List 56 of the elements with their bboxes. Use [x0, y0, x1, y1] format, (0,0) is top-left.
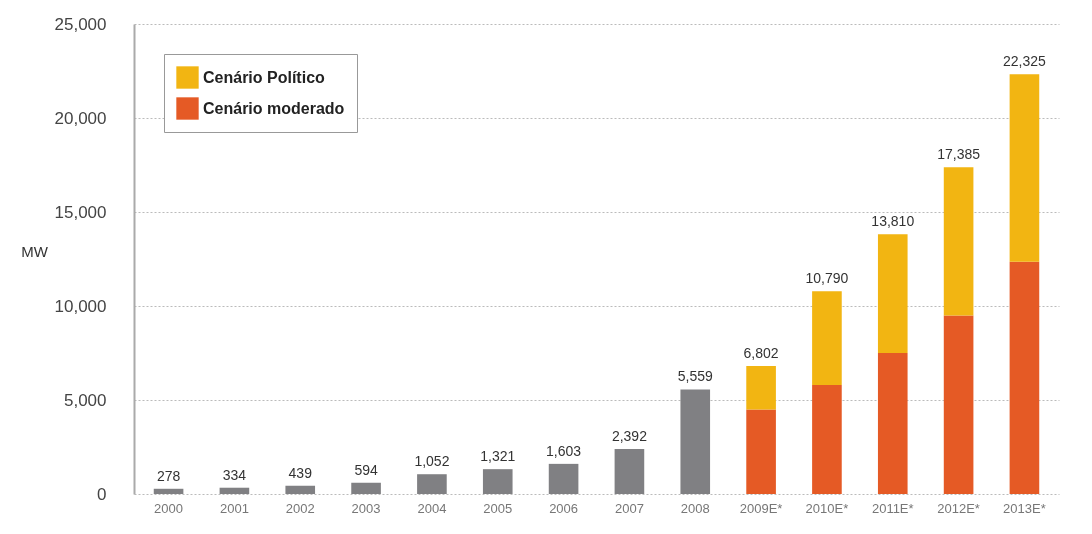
bar	[285, 485, 316, 494]
x-tick-label: 2013E*	[1003, 500, 1046, 516]
bar	[219, 487, 250, 494]
bar	[680, 389, 711, 494]
total-label: 334	[222, 466, 247, 483]
bar	[877, 353, 908, 494]
total-label: 1,052	[414, 453, 450, 470]
x-tick-label: 2002	[285, 500, 315, 516]
bar	[417, 474, 447, 494]
bar	[153, 488, 184, 494]
total-label: 1,603	[546, 442, 582, 459]
bar	[812, 291, 842, 385]
total-label: 17,385	[937, 146, 981, 163]
legend-label: Cenário moderado	[203, 99, 345, 117]
x-tick-label: 2010E*	[805, 500, 849, 516]
total-label: 10,790	[805, 270, 849, 287]
bar	[746, 366, 776, 410]
y-axis-title: MW	[21, 242, 49, 260]
y-tick-label: 0	[97, 484, 107, 504]
bar	[548, 463, 579, 494]
x-tick-label: 2006	[549, 500, 579, 516]
bar	[877, 234, 908, 353]
total-label: 6,802	[743, 345, 779, 362]
y-tick-label: 10,000	[54, 296, 107, 316]
x-tick-label: 2001	[219, 500, 249, 516]
bar	[482, 469, 513, 494]
bar	[1009, 74, 1040, 262]
y-tick-label: 5,000	[63, 390, 107, 410]
x-tick-label: 2009E*	[739, 500, 783, 516]
bar	[943, 167, 974, 316]
bar	[1009, 261, 1040, 494]
bar	[351, 482, 381, 494]
total-label: 594	[354, 461, 378, 478]
bar	[614, 449, 645, 494]
bar	[746, 409, 776, 494]
x-tick-label: 2012E*	[937, 500, 980, 516]
x-tick-label: 2004	[417, 500, 447, 516]
total-label: 2,392	[611, 428, 648, 445]
x-tick-label: 2011E*	[871, 500, 914, 516]
bar	[943, 315, 974, 494]
x-tick-label: 2005	[483, 500, 513, 516]
x-tick-label: 2008	[680, 500, 710, 516]
total-label: 278	[156, 467, 181, 484]
total-label: 22,325	[1003, 53, 1047, 70]
total-label: 5,559	[677, 368, 713, 385]
bar	[812, 384, 842, 494]
total-label: 1,321	[480, 448, 516, 465]
total-label: 13,810	[871, 213, 915, 230]
legend-label: Cenário Político	[203, 68, 326, 86]
y-tick-label: 20,000	[54, 108, 107, 128]
total-label: 439	[288, 464, 313, 481]
x-tick-label: 2003	[351, 500, 381, 516]
y-tick-label: 25,000	[54, 14, 107, 34]
x-tick-label: 2007	[614, 500, 644, 516]
x-tick-label: 2000	[154, 500, 184, 516]
y-tick-label: 15,000	[54, 202, 107, 222]
